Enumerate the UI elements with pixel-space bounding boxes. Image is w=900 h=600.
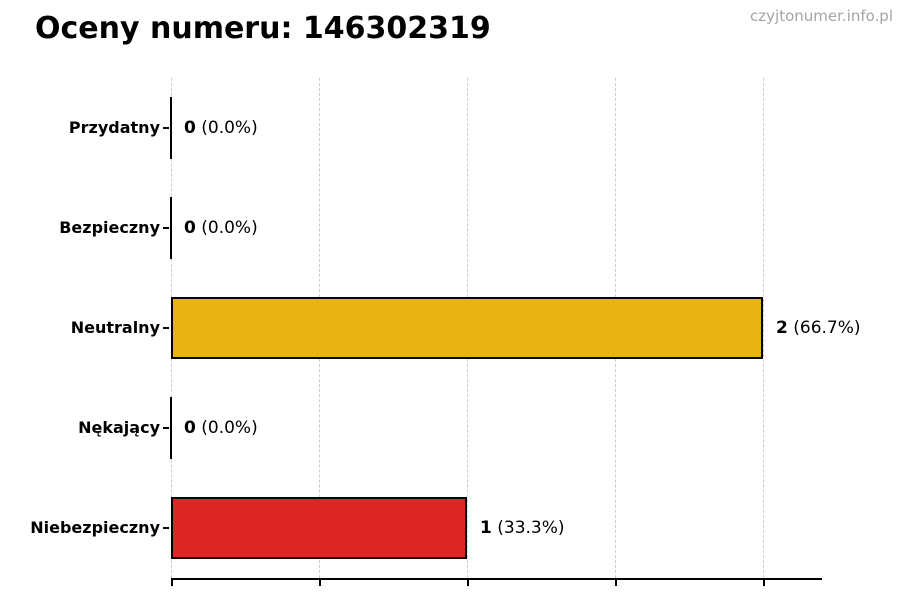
value-percent: (33.3%) (491, 518, 565, 538)
x-axis-tick (467, 580, 469, 586)
value-count: 1 (480, 518, 492, 538)
value-count: 0 (184, 418, 196, 438)
y-axis-tick (163, 327, 169, 329)
bar-neutralny (171, 297, 763, 359)
value-percent: (0.0%) (195, 418, 258, 438)
y-axis-tick (163, 127, 169, 129)
x-axis-tick (319, 580, 321, 586)
x-axis-tick (763, 580, 765, 586)
y-axis-tick (163, 527, 169, 529)
value-label: 1 (33.3%) (480, 516, 565, 540)
zero-bar-nękający (170, 397, 172, 459)
page-title: Oceny numeru: 146302319 (35, 11, 491, 46)
category-label: Niebezpieczny (30, 518, 160, 537)
value-count: 0 (184, 218, 196, 238)
value-percent: (0.0%) (195, 118, 258, 138)
value-count: 0 (184, 118, 196, 138)
value-label: 0 (0.0%) (184, 116, 258, 140)
bar-niebezpieczny (171, 497, 467, 559)
category-label: Nękający (78, 418, 160, 437)
y-axis-tick (163, 227, 169, 229)
value-label: 0 (0.0%) (184, 216, 258, 240)
x-axis-tick (171, 580, 173, 586)
zero-bar-przydatny (170, 97, 172, 159)
value-count: 2 (776, 318, 788, 338)
value-percent: (66.7%) (787, 318, 861, 338)
category-label: Neutralny (70, 318, 160, 337)
value-label: 0 (0.0%) (184, 416, 258, 440)
x-axis-line (171, 578, 822, 580)
zero-bar-bezpieczny (170, 197, 172, 259)
watermark-text: czyjtonumer.info.pl (750, 7, 893, 25)
value-label: 2 (66.7%) (776, 316, 861, 340)
x-gridline (763, 78, 764, 578)
x-axis-tick (615, 580, 617, 586)
category-label: Przydatny (68, 118, 160, 137)
category-label: Bezpieczny (59, 218, 160, 237)
y-axis-tick (163, 427, 169, 429)
value-percent: (0.0%) (195, 218, 258, 238)
